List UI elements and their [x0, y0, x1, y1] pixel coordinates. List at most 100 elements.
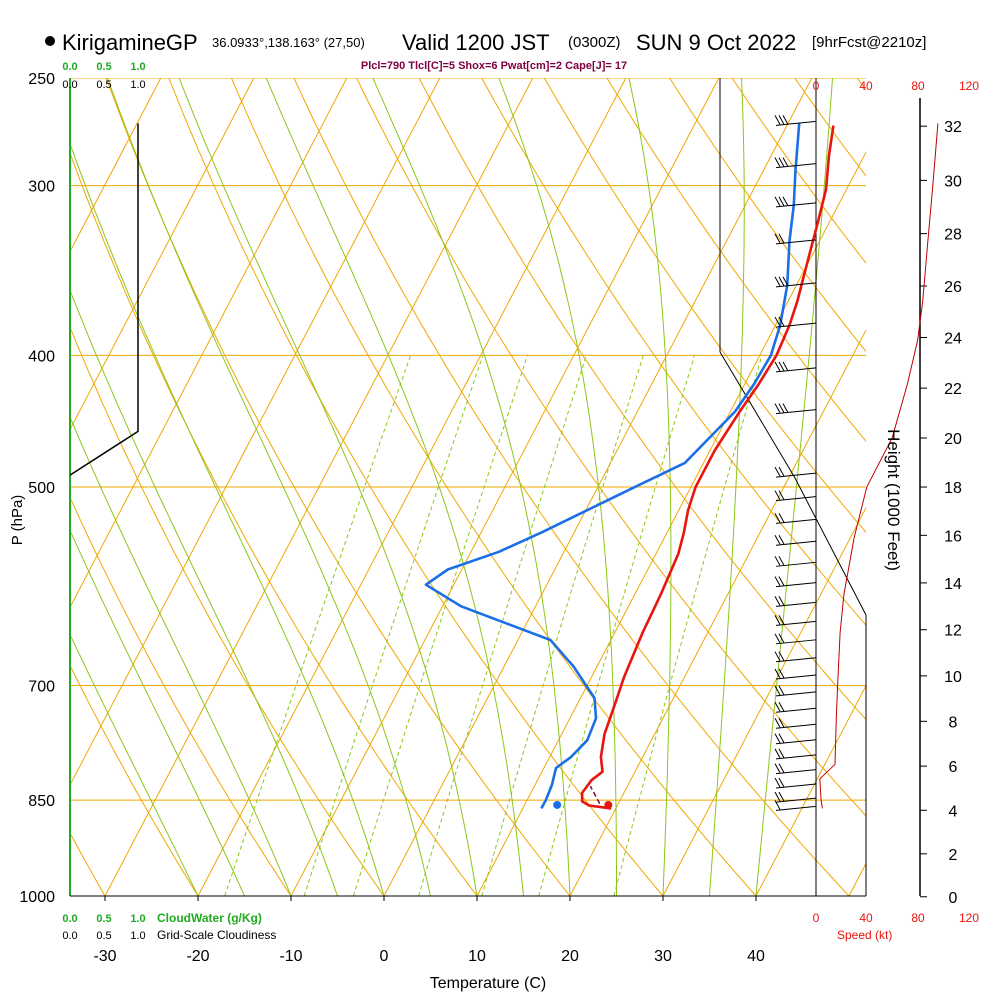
pressure-tick-label: 400	[28, 348, 55, 365]
pressure-tick-label: 250	[28, 71, 55, 88]
wind-barb-shaft	[776, 519, 816, 523]
height-tick-label: 32	[944, 119, 962, 136]
speed-bottom-tick: 40	[859, 911, 873, 925]
height-tick-label: 22	[944, 381, 962, 398]
x-tick-label: 30	[654, 948, 672, 965]
cloudiness-top-tick: 1.0	[130, 79, 145, 91]
wind-barb-shaft	[776, 323, 816, 327]
cloudwater-title: CloudWater (g/Kg)	[157, 911, 262, 925]
height-axis-title: Height (1000 Feet)	[884, 429, 903, 571]
wind-barb-shaft	[776, 755, 816, 759]
cloudwater-top-tick: 0.5	[96, 61, 111, 73]
height-tick-label: 24	[944, 330, 962, 347]
valid-zulu: (0300Z)	[568, 34, 621, 51]
valid-time: Valid 1200 JST	[402, 30, 550, 55]
cloudiness-top-tick: 0.5	[96, 79, 111, 91]
pressure-tick-label: 700	[28, 679, 55, 696]
wind-barb-shaft	[776, 410, 816, 414]
surface-dewpoint-point	[553, 801, 561, 809]
height-tick-label: 20	[944, 431, 962, 448]
wind-barb-shaft	[776, 784, 816, 788]
wind-barb-shaft	[776, 640, 816, 644]
dewpoint-trace	[426, 123, 799, 808]
wind-barb-shaft	[776, 692, 816, 696]
dry-adiabat-line	[982, 78, 1000, 896]
wind-barb-shaft	[776, 583, 816, 587]
thermo-grid	[0, 78, 1000, 896]
stability-indices: Plcl=790 Tlcl[C]=5 Shox=6 Pwat[cm]=2 Cap…	[361, 60, 627, 72]
wind-barb-shaft	[776, 658, 816, 662]
height-tick-label: 2	[949, 847, 958, 864]
speed-top-tick: 0	[813, 79, 820, 93]
cloudiness-top-tick: 0.0	[62, 79, 77, 91]
speed-bottom-tick: 80	[911, 911, 925, 925]
speed-bottom-tick: 120	[959, 911, 979, 925]
wind-barb-shaft	[776, 708, 816, 712]
speed-bottom-tick: 0	[813, 911, 820, 925]
station-name: KirigamineGP	[62, 30, 198, 55]
cloudwater-top-tick: 1.0	[130, 61, 145, 73]
wind-barb-shaft	[776, 203, 816, 207]
height-tick-label: 4	[949, 803, 958, 820]
x-tick-label: 10	[468, 948, 486, 965]
height-tick-label: 18	[944, 480, 962, 497]
cloudiness-bottom-tick: 0.5	[96, 930, 111, 942]
speed-axis-title: Speed (kt)	[837, 928, 892, 942]
wind-barb-shaft	[776, 473, 816, 477]
speed-top-tick: 120	[959, 79, 979, 93]
height-tick-label: 14	[944, 576, 962, 593]
mixing-ratio-line	[614, 355, 762, 896]
mixing-ratio-line	[482, 355, 644, 896]
height-tick-label: 12	[944, 623, 962, 640]
x-axis-title: Temperature (C)	[430, 975, 546, 992]
forecast-info: [9hrFcst@2210z]	[812, 34, 926, 51]
speed-top-tick: 80	[911, 79, 925, 93]
station-coords: 36.0933°,138.163° (27,50)	[212, 35, 365, 50]
cloudwater-top-tick: 0.0	[62, 61, 77, 73]
sounding-traces	[70, 123, 833, 809]
cloudwater-bottom-tick: 1.0	[130, 913, 145, 925]
wind-barb-shaft	[776, 740, 816, 744]
wind-barb-shaft	[776, 724, 816, 728]
height-tick-label: 6	[949, 759, 958, 776]
height-tick-label: 8	[949, 714, 958, 731]
x-tick-label: -30	[93, 948, 116, 965]
pressure-tick-label: 300	[28, 179, 55, 196]
mixing-ratio-line	[539, 355, 695, 896]
speed-top-tick: 40	[859, 79, 873, 93]
y-axis-title: P (hPa)	[9, 495, 26, 546]
height-tick-label: 28	[944, 227, 962, 244]
wind-barb-shaft	[776, 602, 816, 606]
cloudiness-title: Grid-Scale Cloudiness	[157, 928, 276, 942]
cloudwater-bottom-tick: 0.0	[62, 913, 77, 925]
x-tick-label: 20	[561, 948, 579, 965]
station-dot-icon	[45, 36, 55, 46]
pressure-tick-label: 500	[28, 480, 55, 497]
cloudiness-bottom-tick: 1.0	[130, 930, 145, 942]
cloudwater-bottom-tick: 0.5	[96, 913, 111, 925]
parcel-trace	[590, 786, 599, 804]
height-tick-label: 0	[949, 890, 958, 907]
x-tick-label: 40	[747, 948, 765, 965]
wind-panel	[775, 115, 938, 810]
height-tick-label: 10	[944, 669, 962, 686]
temperature-trace	[582, 126, 833, 809]
mixing-ratio-line	[304, 355, 483, 896]
height-tick-label: 26	[944, 279, 962, 296]
cloudiness-bottom-tick: 0.0	[62, 930, 77, 942]
valid-date: SUN 9 Oct 2022	[636, 30, 796, 55]
pressure-tick-label: 1000	[19, 889, 55, 906]
x-tick-label: -20	[186, 948, 209, 965]
height-tick-label: 30	[944, 173, 962, 190]
wind-barb-shaft	[776, 806, 816, 810]
wind-barb-shaft	[776, 497, 816, 501]
dry-adiabat-line	[857, 78, 1000, 896]
x-tick-label: -10	[279, 948, 302, 965]
surface-temperature-point	[604, 801, 612, 809]
wind-barb-shaft	[776, 770, 816, 774]
wind-barb-shaft	[776, 675, 816, 679]
pressure-tick-label: 850	[28, 793, 55, 810]
